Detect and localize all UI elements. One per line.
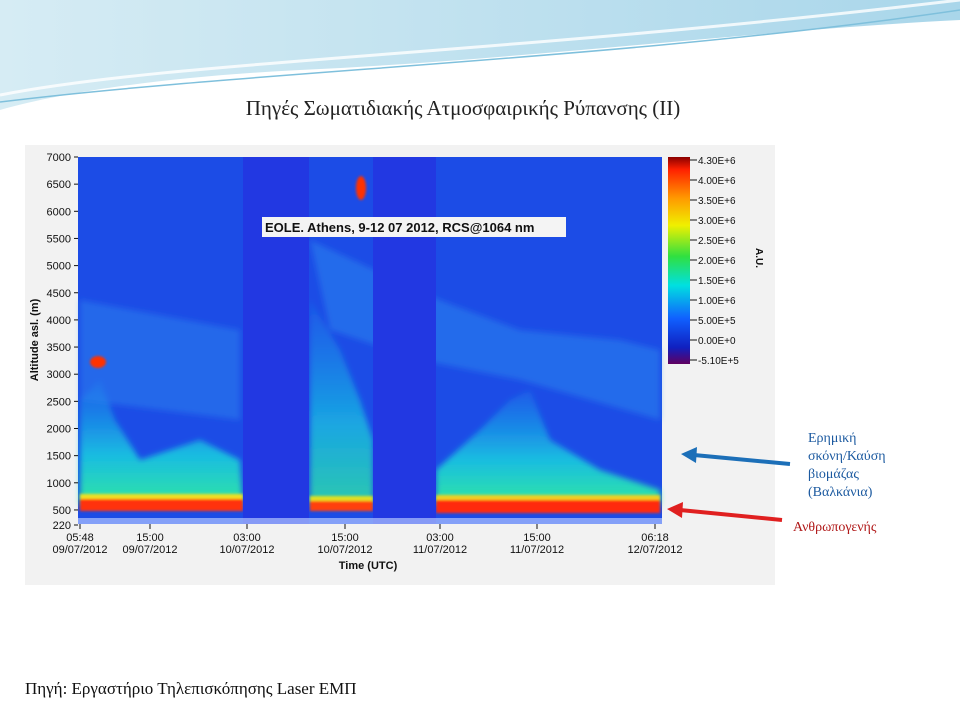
x-tick-label: 11/07/2012: [413, 544, 467, 556]
colorbar-tick-label: -5.10E+5: [698, 356, 739, 367]
x-tick-label: 15:00: [331, 532, 359, 544]
colorbar-tick-label: 4.30E+6: [698, 156, 736, 167]
y-tick-label: 5000: [47, 261, 71, 273]
x-tick-label: 15:00: [523, 532, 551, 544]
no-data-band: [373, 157, 436, 524]
colorbar-tick-label: 1.00E+6: [698, 296, 736, 307]
heatmap: [78, 157, 662, 524]
x-tick-label: 15:00: [136, 532, 164, 544]
y-tick-label: 6500: [47, 179, 71, 191]
arrow-head: [667, 502, 683, 518]
no-data-band: [243, 157, 309, 524]
x-tick-label: 09/07/2012: [122, 544, 177, 556]
arrow: [679, 508, 783, 522]
y-tick-label: 7000: [47, 152, 71, 164]
x-tick-label: 10/07/2012: [317, 544, 372, 556]
y-tick-label: 1000: [47, 478, 71, 490]
colorbar-tick-label: 3.50E+6: [698, 196, 736, 207]
x-tick-label: 05:48: [66, 532, 94, 544]
boundary-layer: [80, 176, 660, 513]
annotation: σκόνη/Καύση: [808, 449, 886, 464]
header-swoosh: [0, 0, 960, 97]
y-tick-label: 1500: [47, 451, 71, 463]
figure-title: EOLE. Athens, 9-12 07 2012, RCS@1064 nm: [265, 220, 534, 235]
colorbar-tick-label: 1.50E+6: [698, 276, 736, 287]
y-tick-label: 4000: [47, 315, 71, 327]
annotation: Ανθρωπογενής: [793, 520, 877, 535]
x-tick-label: 12/07/2012: [627, 544, 682, 556]
source-note: Πηγή: Εργαστήριο Τηλεπισκόπησης Laser ΕΜ…: [25, 679, 357, 698]
y-axis-label: Altitude asl. (m): [29, 298, 41, 381]
y-tick-label: 3000: [47, 369, 71, 381]
y-tick-label: 6000: [47, 206, 71, 218]
y-tick-label: 4500: [47, 288, 71, 300]
colorbar-tick-label: 3.00E+6: [698, 216, 736, 227]
colorbar-tick-label: 2.50E+6: [698, 236, 736, 247]
x-tick-label: 06:18: [641, 532, 669, 544]
arrow: [693, 453, 791, 466]
slide-title: Πηγές Σωματιδιακής Ατμοσφαιρικής Ρύπανση…: [246, 96, 680, 120]
figure-title-box: [262, 217, 566, 237]
annotation: Ερημική: [808, 431, 857, 446]
x-tick-label: 03:00: [426, 532, 454, 544]
header-band: [0, 0, 960, 110]
annotation: βιομάζας: [808, 467, 859, 482]
y-tick-label: 3500: [47, 342, 71, 354]
x-tick-label: 11/07/2012: [510, 544, 564, 556]
x-tick-label: 10/07/2012: [219, 544, 274, 556]
x-tick-label: 09/07/2012: [52, 544, 107, 556]
colorbar: [668, 157, 690, 364]
colorbar-tick-label: 0.00E+0: [698, 336, 736, 347]
y-tick-label: 220: [53, 520, 71, 532]
y-tick-label: 2000: [47, 424, 71, 436]
colorbar-tick-label: 2.00E+6: [698, 256, 736, 267]
colorbar-tick-label: 5.00E+5: [698, 316, 736, 327]
y-tick-label: 500: [53, 505, 71, 517]
x-axis-label: Time (UTC): [339, 560, 398, 572]
x-tick-label: 03:00: [233, 532, 261, 544]
arrow-head: [681, 447, 697, 463]
y-tick-label: 2500: [47, 396, 71, 408]
colorbar-label: A.U.: [753, 248, 764, 268]
header-swoosh: [0, 9, 960, 103]
ground-strip: [78, 518, 662, 524]
annotation: (Βαλκάνια): [808, 485, 873, 500]
colorbar-tick-label: 4.00E+6: [698, 176, 736, 187]
y-tick-label: 5500: [47, 233, 71, 245]
